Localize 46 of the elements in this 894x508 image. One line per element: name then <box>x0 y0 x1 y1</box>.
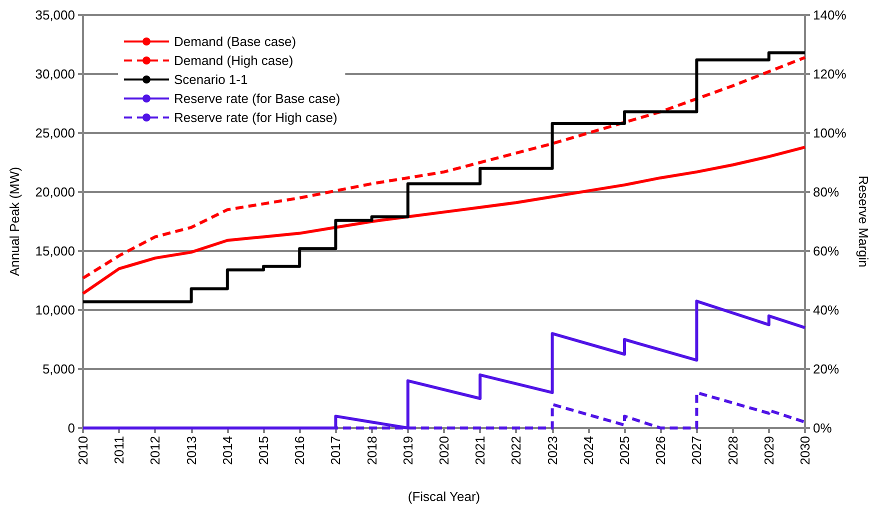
y2-axis-title: Reserve Margin <box>856 176 872 268</box>
line-series <box>82 146 806 295</box>
y-tick-label: 20,000 <box>35 184 75 200</box>
x-tick-label: 2010 <box>76 436 90 465</box>
x-tick-label: 2022 <box>508 436 524 465</box>
y-tick-label: 5,000 <box>42 362 75 376</box>
x-tick-label: 2016 <box>292 436 308 465</box>
x-tick-label: 2014 <box>220 436 235 465</box>
y-axis-title: Annual Peak (MW) <box>7 166 22 276</box>
x-axis-title: (Fiscal Year) <box>408 489 480 504</box>
x-tick-label: 2020 <box>436 436 452 465</box>
x-tick-label: 2021 <box>472 436 488 465</box>
y-tick-label: 0 <box>68 420 75 436</box>
x-tick-label: 2026 <box>653 436 668 465</box>
y2-tick-label: 120% <box>813 66 847 82</box>
x-tick-label: 2012 <box>148 436 163 465</box>
x-tick-label: 2019 <box>400 436 416 465</box>
y2-tick-label: 100% <box>813 126 847 140</box>
x-tick-label: 2030 <box>798 436 812 465</box>
y-tick-label: 35,000 <box>35 8 75 22</box>
x-tick-label: 2018 <box>364 436 380 465</box>
legend-label: Demand (High case) <box>174 53 294 68</box>
y2-tick-label: 0% <box>813 420 832 436</box>
legend-label: Scenario 1-1 <box>174 72 248 87</box>
x-tick-label: 2011 <box>112 436 127 464</box>
y2-tick-label: 40% <box>813 302 840 318</box>
y2-tick-label: 140% <box>813 8 847 22</box>
legend-label: Demand (Base case) <box>174 34 296 49</box>
y-tick-label: 25,000 <box>35 126 75 140</box>
x-tick-label: 2013 <box>184 436 199 465</box>
legend-label: Reserve rate (for Base case) <box>174 91 340 106</box>
legend-label: Reserve rate (for High case) <box>174 110 338 125</box>
x-tick-label: 2023 <box>544 436 560 465</box>
y2-tick-label: 20% <box>813 362 840 376</box>
x-tick-label: 2017 <box>328 436 344 465</box>
y-tick-label: 15,000 <box>35 244 75 258</box>
x-tick-label: 2027 <box>689 436 704 465</box>
y-tick-label: 30,000 <box>35 66 75 82</box>
x-tick-label: 2024 <box>580 436 596 465</box>
x-tick-label: 2025 <box>617 436 632 465</box>
x-tick-label: 2028 <box>725 436 740 465</box>
x-tick-label: 2029 <box>761 436 776 465</box>
y2-tick-label: 60% <box>813 244 840 258</box>
y2-tick-label: 80% <box>813 184 840 200</box>
x-tick-label: 2015 <box>256 436 271 465</box>
y-tick-label: 10,000 <box>35 302 75 318</box>
